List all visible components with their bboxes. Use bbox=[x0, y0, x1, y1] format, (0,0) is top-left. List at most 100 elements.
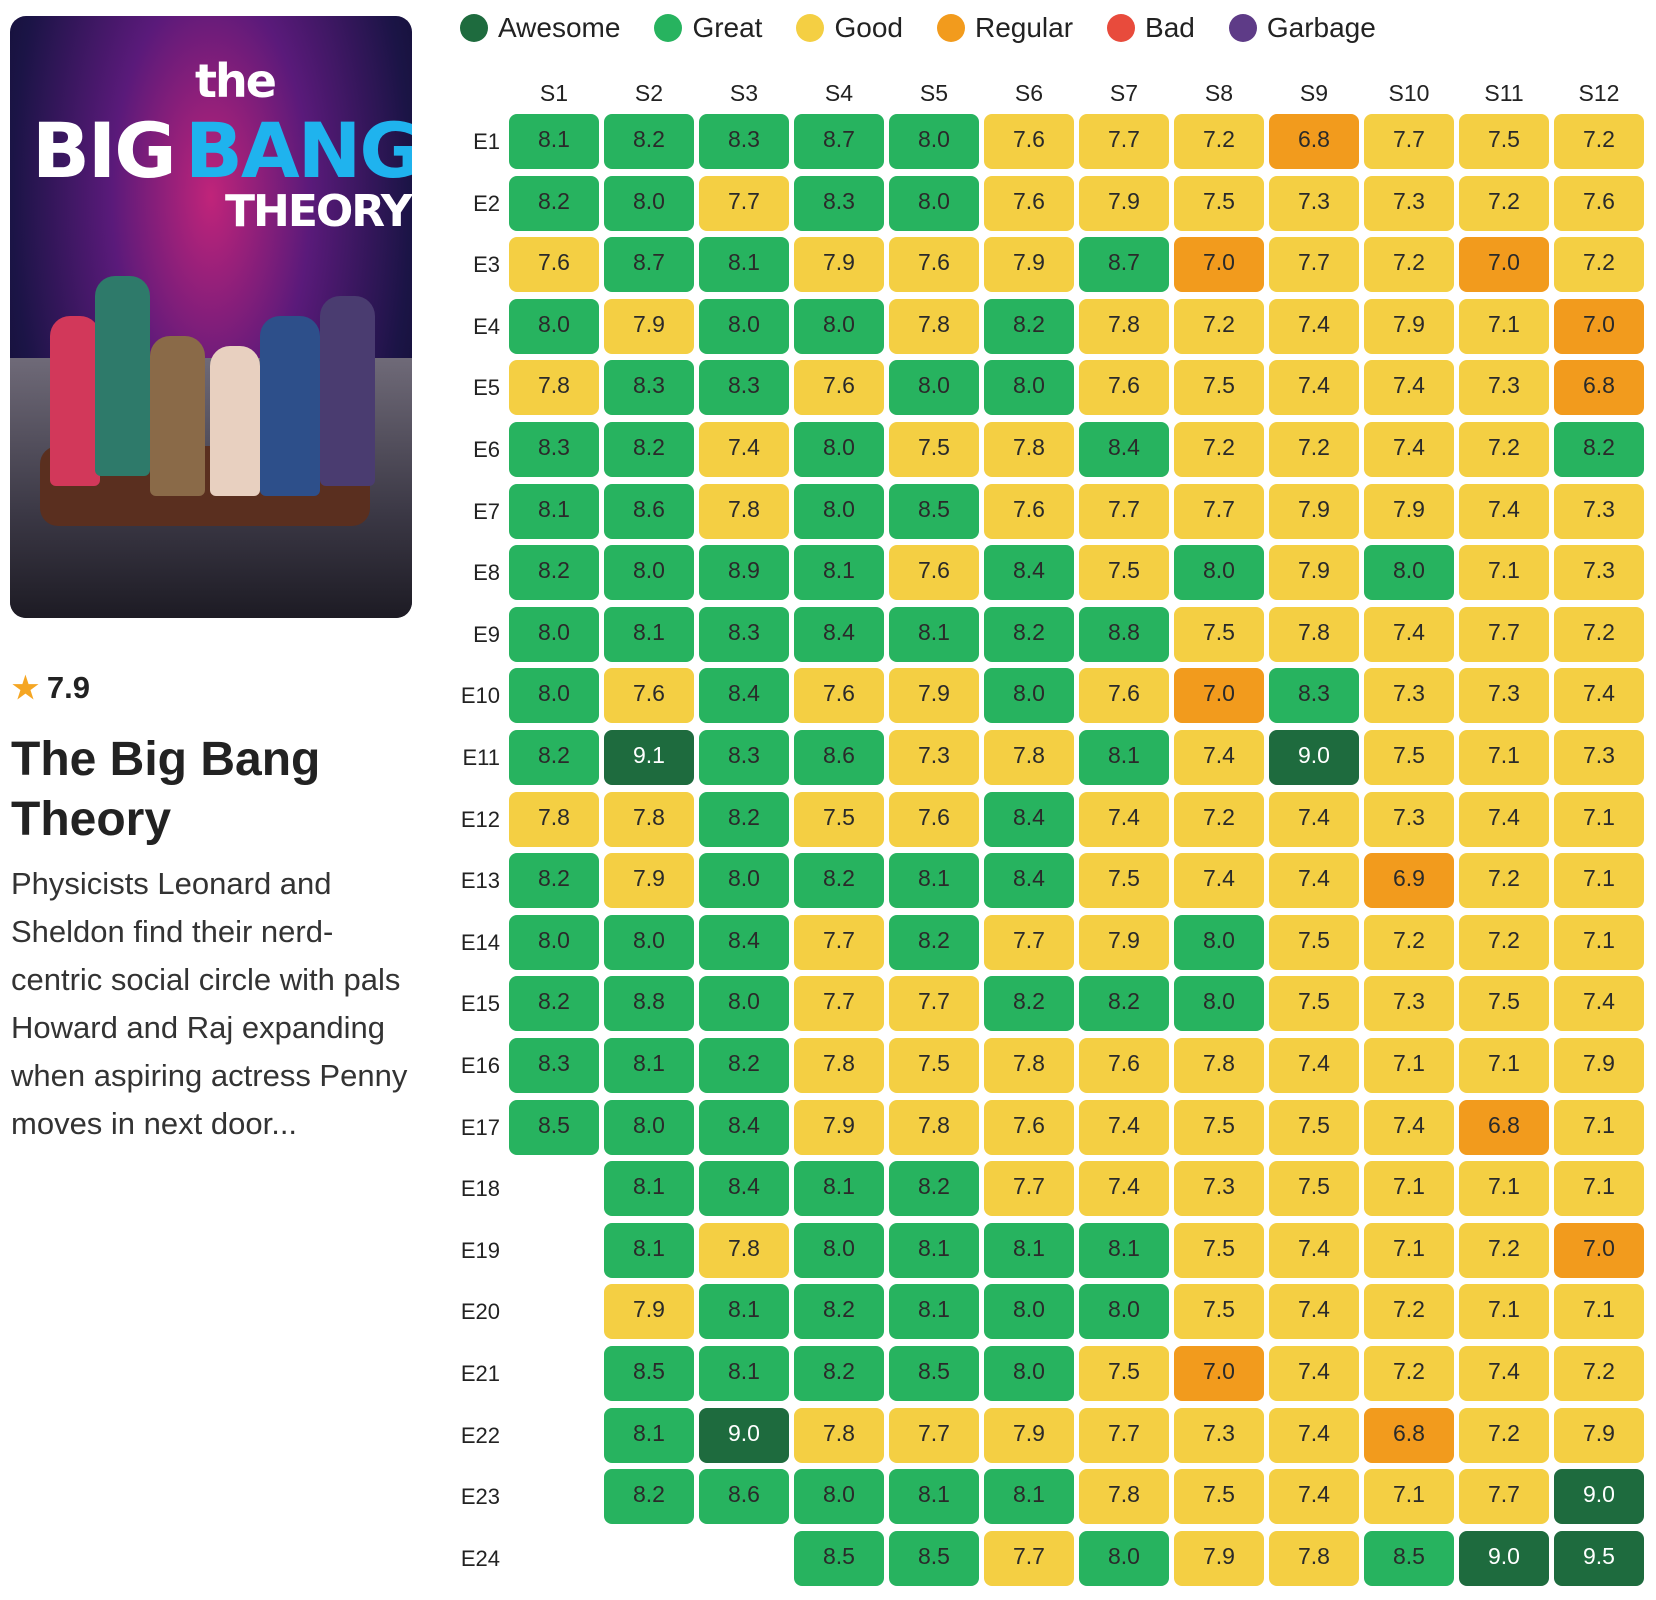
episode-cell-s8-e21[interactable]: 7.0 bbox=[1174, 1346, 1264, 1401]
episode-cell-s4-e3[interactable]: 7.9 bbox=[794, 237, 884, 293]
episode-cell-s11-e21[interactable]: 7.4 bbox=[1459, 1346, 1549, 1401]
episode-cell-s10-e20[interactable]: 7.2 bbox=[1364, 1284, 1454, 1340]
episode-cell-s11-e20[interactable]: 7.1 bbox=[1459, 1284, 1549, 1340]
episode-cell-s7-e12[interactable]: 7.4 bbox=[1079, 791, 1169, 847]
episode-cell-s4-e22[interactable]: 7.8 bbox=[794, 1407, 884, 1463]
episode-cell-s10-e21[interactable]: 7.2 bbox=[1364, 1346, 1454, 1401]
episode-cell-s5-e6[interactable]: 7.5 bbox=[889, 422, 979, 477]
episode-cell-s7-e17[interactable]: 7.4 bbox=[1079, 1099, 1169, 1155]
episode-cell-s3-e18[interactable]: 8.4 bbox=[699, 1161, 789, 1217]
episode-cell-s8-e19[interactable]: 7.5 bbox=[1174, 1222, 1264, 1278]
episode-cell-s9-e17[interactable]: 7.5 bbox=[1269, 1099, 1359, 1155]
episode-cell-s12-e4[interactable]: 7.0 bbox=[1554, 298, 1644, 354]
episode-cell-s11-e3[interactable]: 7.0 bbox=[1459, 237, 1549, 293]
episode-cell-s4-e15[interactable]: 7.7 bbox=[794, 976, 884, 1032]
episode-cell-s10-e18[interactable]: 7.1 bbox=[1364, 1161, 1454, 1217]
episode-cell-s1-e9[interactable]: 8.0 bbox=[509, 606, 599, 662]
episode-cell-s9-e20[interactable]: 7.4 bbox=[1269, 1284, 1359, 1340]
episode-cell-s11-e16[interactable]: 7.1 bbox=[1459, 1038, 1549, 1093]
episode-cell-s6-e20[interactable]: 8.0 bbox=[984, 1284, 1074, 1340]
episode-cell-s3-e12[interactable]: 8.2 bbox=[699, 791, 789, 847]
episode-cell-s2-e5[interactable]: 8.3 bbox=[604, 360, 694, 416]
episode-cell-s9-e19[interactable]: 7.4 bbox=[1269, 1222, 1359, 1278]
episode-cell-s8-e20[interactable]: 7.5 bbox=[1174, 1284, 1264, 1340]
episode-cell-s7-e10[interactable]: 7.6 bbox=[1079, 668, 1169, 724]
episode-cell-s11-e2[interactable]: 7.2 bbox=[1459, 175, 1549, 231]
episode-cell-s4-e20[interactable]: 8.2 bbox=[794, 1284, 884, 1340]
episode-cell-s11-e5[interactable]: 7.3 bbox=[1459, 360, 1549, 416]
episode-cell-s10-e15[interactable]: 7.3 bbox=[1364, 976, 1454, 1032]
episode-cell-s1-e6[interactable]: 8.3 bbox=[509, 422, 599, 477]
episode-cell-s3-e11[interactable]: 8.3 bbox=[699, 730, 789, 785]
episode-cell-s2-e3[interactable]: 8.7 bbox=[604, 237, 694, 293]
episode-cell-s2-e22[interactable]: 8.1 bbox=[604, 1407, 694, 1463]
episode-cell-s9-e8[interactable]: 7.9 bbox=[1269, 545, 1359, 601]
episode-cell-s9-e16[interactable]: 7.4 bbox=[1269, 1038, 1359, 1093]
episode-cell-s7-e1[interactable]: 7.7 bbox=[1079, 114, 1169, 169]
episode-cell-s2-e8[interactable]: 8.0 bbox=[604, 545, 694, 601]
episode-cell-s8-e18[interactable]: 7.3 bbox=[1174, 1161, 1264, 1217]
episode-cell-s11-e4[interactable]: 7.1 bbox=[1459, 298, 1549, 354]
episode-cell-s6-e11[interactable]: 7.8 bbox=[984, 730, 1074, 785]
episode-cell-s7-e24[interactable]: 8.0 bbox=[1079, 1530, 1169, 1586]
episode-cell-s12-e21[interactable]: 7.2 bbox=[1554, 1346, 1644, 1401]
episode-cell-s9-e2[interactable]: 7.3 bbox=[1269, 175, 1359, 231]
episode-cell-s4-e17[interactable]: 7.9 bbox=[794, 1099, 884, 1155]
episode-cell-s7-e14[interactable]: 7.9 bbox=[1079, 914, 1169, 970]
episode-cell-s4-e10[interactable]: 7.6 bbox=[794, 668, 884, 724]
episode-cell-s11-e22[interactable]: 7.2 bbox=[1459, 1407, 1549, 1463]
episode-cell-s2-e10[interactable]: 7.6 bbox=[604, 668, 694, 724]
episode-cell-s10-e12[interactable]: 7.3 bbox=[1364, 791, 1454, 847]
episode-cell-s2-e13[interactable]: 7.9 bbox=[604, 853, 694, 909]
episode-cell-s2-e11[interactable]: 9.1 bbox=[604, 730, 694, 785]
episode-cell-s5-e22[interactable]: 7.7 bbox=[889, 1407, 979, 1463]
episode-cell-s5-e21[interactable]: 8.5 bbox=[889, 1346, 979, 1401]
episode-cell-s5-e9[interactable]: 8.1 bbox=[889, 606, 979, 662]
episode-cell-s8-e5[interactable]: 7.5 bbox=[1174, 360, 1264, 416]
episode-cell-s2-e9[interactable]: 8.1 bbox=[604, 606, 694, 662]
episode-cell-s12-e20[interactable]: 7.1 bbox=[1554, 1284, 1644, 1340]
episode-cell-s10-e4[interactable]: 7.9 bbox=[1364, 298, 1454, 354]
episode-cell-s4-e19[interactable]: 8.0 bbox=[794, 1222, 884, 1278]
episode-cell-s12-e8[interactable]: 7.3 bbox=[1554, 545, 1644, 601]
episode-cell-s4-e9[interactable]: 8.4 bbox=[794, 606, 884, 662]
episode-cell-s2-e18[interactable]: 8.1 bbox=[604, 1161, 694, 1217]
episode-cell-s12-e11[interactable]: 7.3 bbox=[1554, 730, 1644, 785]
episode-cell-s9-e5[interactable]: 7.4 bbox=[1269, 360, 1359, 416]
episode-cell-s6-e2[interactable]: 7.6 bbox=[984, 175, 1074, 231]
episode-cell-s4-e24[interactable]: 8.5 bbox=[794, 1530, 884, 1586]
episode-cell-s12-e1[interactable]: 7.2 bbox=[1554, 114, 1644, 169]
episode-cell-s7-e15[interactable]: 8.2 bbox=[1079, 976, 1169, 1032]
episode-cell-s6-e3[interactable]: 7.9 bbox=[984, 237, 1074, 293]
episode-cell-s3-e23[interactable]: 8.6 bbox=[699, 1469, 789, 1525]
episode-cell-s4-e13[interactable]: 8.2 bbox=[794, 853, 884, 909]
episode-cell-s5-e1[interactable]: 8.0 bbox=[889, 114, 979, 169]
episode-cell-s7-e22[interactable]: 7.7 bbox=[1079, 1407, 1169, 1463]
episode-cell-s11-e1[interactable]: 7.5 bbox=[1459, 114, 1549, 169]
episode-cell-s2-e19[interactable]: 8.1 bbox=[604, 1222, 694, 1278]
episode-cell-s8-e15[interactable]: 8.0 bbox=[1174, 976, 1264, 1032]
episode-cell-s8-e16[interactable]: 7.8 bbox=[1174, 1038, 1264, 1093]
episode-cell-s3-e22[interactable]: 9.0 bbox=[699, 1407, 789, 1463]
episode-cell-s5-e17[interactable]: 7.8 bbox=[889, 1099, 979, 1155]
episode-cell-s8-e17[interactable]: 7.5 bbox=[1174, 1099, 1264, 1155]
episode-cell-s1-e13[interactable]: 8.2 bbox=[509, 853, 599, 909]
episode-cell-s8-e6[interactable]: 7.2 bbox=[1174, 422, 1264, 477]
episode-cell-s10-e14[interactable]: 7.2 bbox=[1364, 914, 1454, 970]
episode-cell-s3-e6[interactable]: 7.4 bbox=[699, 422, 789, 477]
episode-cell-s3-e10[interactable]: 8.4 bbox=[699, 668, 789, 724]
episode-cell-s3-e16[interactable]: 8.2 bbox=[699, 1038, 789, 1093]
episode-cell-s12-e17[interactable]: 7.1 bbox=[1554, 1099, 1644, 1155]
episode-cell-s11-e17[interactable]: 6.8 bbox=[1459, 1099, 1549, 1155]
episode-cell-s2-e15[interactable]: 8.8 bbox=[604, 976, 694, 1032]
episode-cell-s4-e14[interactable]: 7.7 bbox=[794, 914, 884, 970]
episode-cell-s5-e12[interactable]: 7.6 bbox=[889, 791, 979, 847]
episode-cell-s6-e9[interactable]: 8.2 bbox=[984, 606, 1074, 662]
episode-cell-s6-e4[interactable]: 8.2 bbox=[984, 298, 1074, 354]
episode-cell-s2-e1[interactable]: 8.2 bbox=[604, 114, 694, 169]
episode-cell-s2-e20[interactable]: 7.9 bbox=[604, 1284, 694, 1340]
episode-cell-s9-e22[interactable]: 7.4 bbox=[1269, 1407, 1359, 1463]
episode-cell-s7-e19[interactable]: 8.1 bbox=[1079, 1222, 1169, 1278]
episode-cell-s1-e5[interactable]: 7.8 bbox=[509, 360, 599, 416]
episode-cell-s10-e6[interactable]: 7.4 bbox=[1364, 422, 1454, 477]
